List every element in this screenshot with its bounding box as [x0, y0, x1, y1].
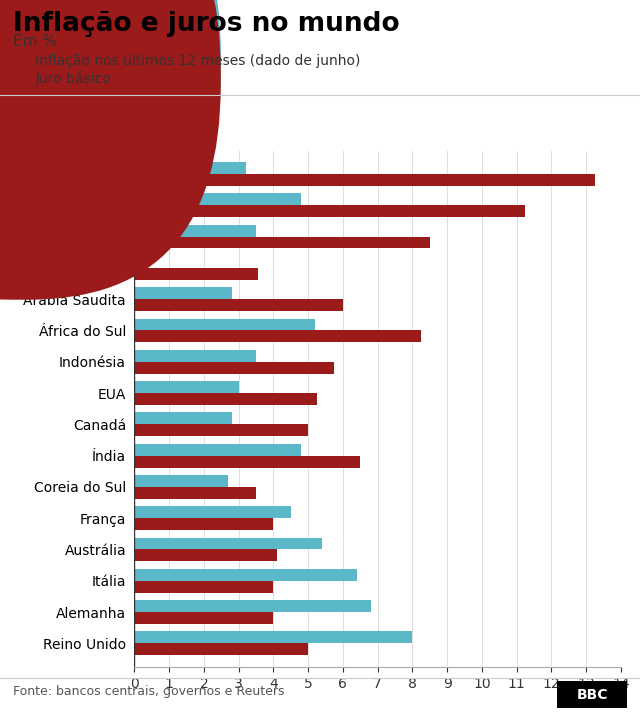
- Bar: [134, 569, 356, 581]
- Bar: [134, 424, 308, 436]
- Bar: [134, 174, 595, 186]
- Bar: [134, 268, 258, 280]
- Bar: [134, 444, 301, 455]
- Bar: [134, 643, 308, 655]
- Bar: [134, 412, 232, 424]
- Bar: [134, 455, 360, 467]
- Bar: [134, 237, 429, 249]
- Bar: [134, 487, 256, 499]
- Bar: [134, 549, 277, 561]
- Bar: [134, 632, 412, 643]
- Text: Fonte: bancos centrais, governos e Reuters: Fonte: bancos centrais, governos e Reute…: [13, 685, 284, 698]
- Bar: [134, 518, 273, 530]
- Bar: [134, 362, 334, 374]
- Bar: [134, 318, 315, 331]
- Bar: [134, 205, 525, 217]
- Bar: [134, 581, 273, 593]
- Bar: [134, 612, 273, 624]
- Bar: [134, 350, 256, 362]
- Bar: [134, 194, 301, 205]
- Bar: [134, 475, 228, 487]
- Text: Inflação nos últimos 12 meses (dado de junho): Inflação nos últimos 12 meses (dado de j…: [35, 54, 360, 68]
- Bar: [134, 162, 246, 174]
- Bar: [134, 288, 232, 299]
- Text: BBC: BBC: [576, 688, 608, 702]
- Bar: [134, 224, 256, 237]
- Text: Em %: Em %: [13, 34, 57, 49]
- Bar: [134, 538, 322, 549]
- Bar: [134, 393, 317, 405]
- Text: Inflação e juros no mundo: Inflação e juros no mundo: [13, 11, 399, 37]
- Bar: [134, 299, 343, 311]
- Bar: [134, 381, 239, 393]
- Bar: [134, 506, 291, 518]
- Text: Juro básico: Juro básico: [35, 72, 111, 86]
- Bar: [134, 331, 421, 342]
- Bar: [134, 600, 371, 612]
